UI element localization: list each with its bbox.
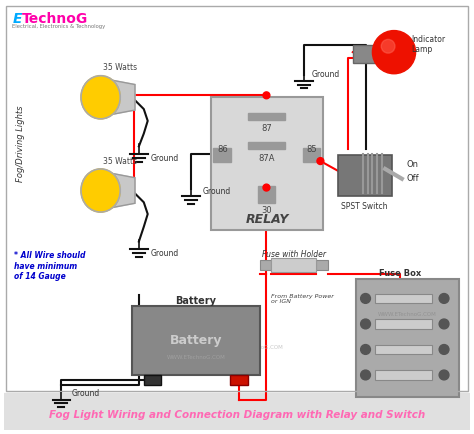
Bar: [375, 293, 432, 303]
Bar: [248, 113, 285, 120]
Circle shape: [361, 370, 371, 380]
Bar: [353, 45, 380, 63]
Bar: [271, 258, 317, 272]
Bar: [213, 148, 231, 162]
Text: Fog Light Wiring and Connection Diagram with Relay and Switch: Fog Light Wiring and Connection Diagram …: [49, 410, 425, 420]
Text: Battery: Battery: [175, 296, 216, 306]
Circle shape: [361, 345, 371, 355]
Text: * All Wire should
have minimum
of 14 Gauge: * All Wire should have minimum of 14 Gau…: [14, 251, 86, 281]
Bar: [210, 97, 323, 230]
Bar: [230, 375, 248, 385]
Text: 87A: 87A: [258, 154, 275, 163]
Bar: [144, 375, 162, 385]
Bar: [338, 155, 392, 197]
Bar: [356, 279, 459, 397]
Bar: [317, 260, 328, 270]
Circle shape: [439, 293, 449, 303]
Text: Ground: Ground: [311, 70, 340, 79]
Bar: [375, 345, 432, 355]
Text: 85: 85: [306, 145, 317, 154]
Text: TechnoG: TechnoG: [22, 12, 88, 26]
Circle shape: [361, 319, 371, 329]
Circle shape: [263, 92, 270, 99]
Text: Off: Off: [407, 174, 419, 183]
Text: 35 Watts: 35 Watts: [103, 63, 137, 72]
Circle shape: [263, 184, 270, 191]
Text: 87: 87: [261, 124, 272, 133]
Bar: [260, 260, 271, 270]
Polygon shape: [99, 78, 135, 117]
Text: Ground: Ground: [71, 389, 100, 398]
Bar: [375, 319, 432, 329]
Text: WWW.ETechnoG.COM: WWW.ETechnoG.COM: [225, 345, 284, 350]
Text: 30: 30: [261, 206, 272, 215]
Text: SPST Switch: SPST Switch: [341, 202, 388, 210]
Circle shape: [361, 293, 371, 303]
Ellipse shape: [81, 76, 120, 119]
Circle shape: [381, 39, 395, 53]
Bar: [257, 186, 275, 203]
Text: Fuse with Holder: Fuse with Holder: [262, 250, 326, 259]
Circle shape: [439, 370, 449, 380]
Text: WWW.ETechnoG.COM: WWW.ETechnoG.COM: [377, 312, 436, 317]
Circle shape: [317, 158, 324, 164]
Bar: [4, 393, 470, 430]
Text: Ground: Ground: [151, 249, 179, 258]
Text: WWW.ETechnoG.COM: WWW.ETechnoG.COM: [166, 355, 225, 360]
Text: 35 Watts: 35 Watts: [103, 157, 137, 165]
Text: E: E: [12, 12, 22, 26]
Bar: [375, 370, 432, 380]
Circle shape: [439, 319, 449, 329]
Bar: [132, 306, 260, 375]
Text: Fuse Box: Fuse Box: [379, 270, 421, 278]
Text: RELAY: RELAY: [245, 214, 289, 227]
Text: Electrical, Electronics & Technology: Electrical, Electronics & Technology: [12, 24, 106, 29]
Circle shape: [439, 345, 449, 355]
Polygon shape: [99, 171, 135, 210]
Text: From Battery Power
or IGN: From Battery Power or IGN: [271, 293, 334, 304]
Text: Fog/Driving Lights: Fog/Driving Lights: [16, 105, 25, 182]
Text: Indicator
Lamp: Indicator Lamp: [411, 35, 446, 54]
Text: Battery: Battery: [170, 334, 222, 347]
Bar: [303, 148, 320, 162]
Bar: [248, 142, 285, 149]
Circle shape: [373, 30, 416, 74]
Text: On: On: [407, 160, 419, 168]
Ellipse shape: [81, 169, 120, 212]
Text: Ground: Ground: [151, 154, 179, 163]
Text: Ground: Ground: [203, 187, 231, 196]
Text: 86: 86: [217, 145, 228, 154]
